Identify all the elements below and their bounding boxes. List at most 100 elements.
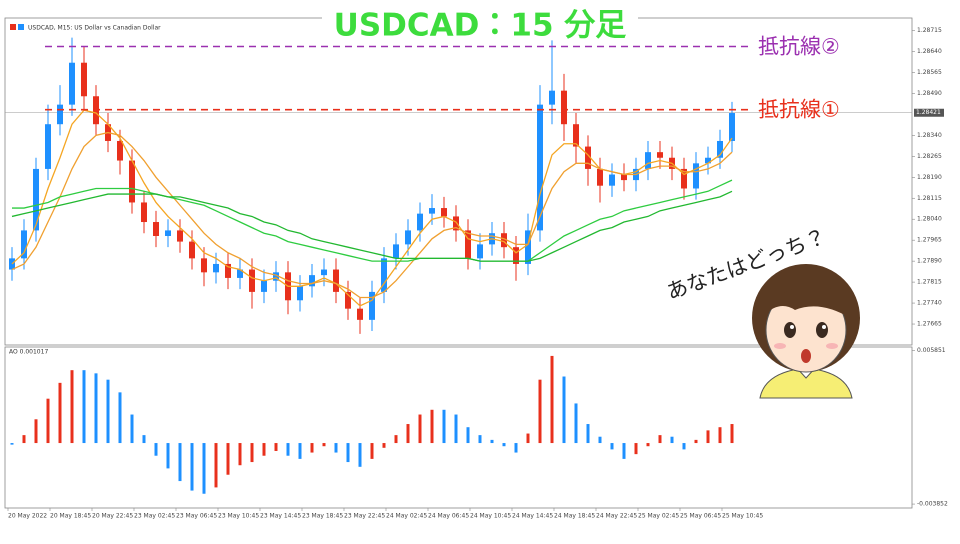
candle-body [333,269,339,292]
y-tick-label: 1.28490 [917,90,942,97]
candle-body [201,258,207,273]
y-tick-label: -0.003852 [917,501,948,508]
y-tick-label: 1.28040 [917,216,942,223]
histogram-bar [502,443,506,447]
candle-body [129,160,135,203]
cheek [826,343,838,349]
histogram-bar [598,436,602,444]
histogram-bar [718,427,722,444]
candle-body [477,244,483,259]
x-tick-label: 24 May 14:45 [512,513,553,520]
histogram-bar [430,409,434,444]
histogram-bar [634,443,638,455]
mouth [801,349,811,363]
candle-body [381,258,387,292]
candle-body [369,291,375,320]
x-tick-label: 23 May 10:45 [218,513,259,520]
candle-body [45,124,51,169]
histogram-bar [202,443,206,494]
histogram-bar [310,443,314,453]
histogram-bar [490,439,494,444]
moving-average [11,131,733,299]
candle-body [33,168,39,231]
candle-body [441,208,447,217]
candle-body [717,140,723,158]
histogram-bar [10,443,14,445]
candle-body [321,269,327,276]
x-tick-label: 23 May 18:45 [302,513,343,520]
histogram-bar [346,443,350,463]
eye [784,322,796,338]
histogram-bar [94,373,98,444]
histogram-bar [538,379,542,444]
x-tick-label: 20 May 2022 [8,513,47,520]
candle-body [69,62,75,105]
histogram-bar [658,435,662,444]
x-tick-label: 23 May 02:45 [134,513,175,520]
histogram-bar [670,436,674,444]
y-tick-label: 1.27890 [917,258,942,265]
y-tick-label: 1.27815 [917,279,942,286]
y-tick-label: 0.005851 [917,347,946,354]
chart-title: USDCAD：15 分足 [334,8,627,44]
x-tick-label: 23 May 22:45 [344,513,385,520]
candle-body [165,230,171,236]
histogram-bar [586,424,590,444]
histogram-bar [34,419,38,444]
histogram-bar [226,443,230,475]
histogram-bar [262,443,266,456]
candle-body [141,202,147,223]
candle-body [417,213,423,231]
histogram-bar [334,443,338,453]
histogram-bar [730,424,734,444]
y-tick-label: 1.28715 [917,27,942,34]
candle-body [573,124,579,147]
candle-body [729,113,735,141]
candle-body [249,269,255,292]
candle-body [645,152,651,169]
x-tick-label: 24 May 06:45 [428,513,469,520]
x-tick-label: 20 May 18:45 [50,513,91,520]
candle-body [429,208,435,214]
x-tick-label: 24 May 02:45 [386,513,427,520]
candle-body [501,233,507,248]
illustration [752,264,860,399]
y-tick-label: 1.27740 [917,300,942,307]
candle-body [345,291,351,309]
eye-shine [790,325,794,329]
candle-body [21,230,27,259]
histogram-bar [382,443,386,448]
x-tick-label: 25 May 10:45 [722,513,763,520]
histogram-bar [454,414,458,444]
histogram-bar [22,435,26,444]
icon [18,24,24,30]
histogram-bar [130,414,134,444]
candle-body [213,263,219,273]
candle-body [453,216,459,231]
x-tick-label: 24 May 18:45 [554,513,595,520]
x-tick-label: 25 May 06:45 [680,513,721,520]
histogram-bar [646,443,650,447]
candle-body [153,222,159,236]
histogram-bar [406,424,410,444]
moving-average [11,190,733,262]
candle-body [237,269,243,278]
histogram-bar [58,382,62,444]
icon [10,24,16,30]
x-tick-label: 23 May 14:45 [260,513,301,520]
histogram-bar [118,392,122,444]
histogram-bar [562,376,566,444]
histogram-bar [70,370,74,444]
y-tick-label: 1.28565 [917,69,942,76]
histogram-bar [322,443,326,447]
histogram-bar [142,435,146,444]
resistance-label: 抵抗線② [758,35,840,59]
x-tick-label: 25 May 02:45 [638,513,679,520]
candle-body [57,104,63,125]
candle-body [705,157,711,164]
candle-body [297,286,303,301]
histogram-bar [682,443,686,450]
candle-body [117,140,123,161]
candle-body [681,168,687,189]
